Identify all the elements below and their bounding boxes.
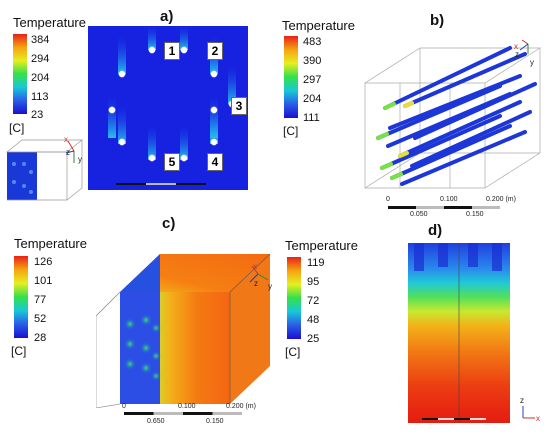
panel-c-scale-100: 0.100	[178, 403, 196, 410]
panel-a-axis-z: z	[66, 148, 70, 157]
panel-d-label: d)	[428, 222, 443, 239]
panel-a-colorbar-title: Temperature	[13, 15, 86, 30]
panel-a-colorbar	[13, 34, 27, 114]
panel-c-right-tick-1: 95	[307, 276, 320, 288]
panel-c-box-temperature-view	[96, 253, 271, 408]
panel-b-scale-bar	[388, 206, 500, 209]
panel-b-tick-1: 390	[303, 55, 322, 67]
panel-a-tick-1: 294	[31, 53, 50, 65]
panel-a-axis-y: y	[78, 155, 82, 164]
panel-b-tick-2: 297	[303, 74, 322, 86]
panel-a-axis-x: x	[64, 135, 68, 144]
panel-c-left-tick-3: 52	[34, 313, 47, 325]
panel-b-scale-150: 0.150	[466, 211, 484, 218]
panel-a-context-box	[6, 139, 83, 201]
panel-a-tick-2: 204	[31, 72, 50, 84]
panel-b-label: b)	[430, 12, 445, 29]
panel-c-scale-650: 0.650	[147, 418, 165, 425]
panel-c-left-tick-2: 77	[34, 294, 47, 306]
panel-c-axis-z: z	[254, 279, 258, 288]
heater-label-1: 1	[164, 42, 180, 60]
panel-b-scale-100: 0.100	[440, 196, 458, 203]
panel-a-tick-4: 23	[31, 109, 44, 121]
panel-b-scale-050: 0.050	[410, 211, 428, 218]
panel-b-scale-200: 0.200 (m)	[486, 196, 516, 203]
panel-d-axis-z: z	[520, 396, 524, 405]
panel-c-axis-y: y	[268, 282, 272, 291]
panel-d-temperature-field	[408, 243, 510, 423]
heater-label-4: 4	[207, 153, 223, 171]
panel-b-colorbar-title: Temperature	[282, 18, 355, 33]
panel-c-scale-0: 0	[122, 403, 126, 410]
panel-a-label: a)	[160, 8, 174, 25]
panel-b-axis-y: y	[530, 58, 534, 67]
panel-c-right-tick-3: 48	[307, 314, 320, 326]
panel-c-right-colorbar-unit: [C]	[285, 345, 301, 359]
panel-c-right-tick-4: 25	[307, 333, 320, 345]
panel-a-tick-3: 113	[31, 91, 49, 103]
panel-c-left-colorbar-title: Temperature	[14, 236, 87, 251]
panel-b-heater-rods-view	[363, 39, 542, 189]
panel-c-left-colorbar	[14, 256, 28, 338]
panel-d-axis-x: x	[536, 414, 540, 423]
panel-c-left-colorbar-unit: [C]	[11, 344, 27, 358]
panel-c-left-tick-4: 28	[34, 332, 47, 344]
panel-b-tick-0: 483	[303, 36, 322, 48]
panel-c-right-tick-2: 72	[307, 295, 320, 307]
panel-d-axis-triad	[522, 406, 535, 419]
panel-b-colorbar-unit: [C]	[283, 124, 299, 138]
panel-a-colorbar-unit: [C]	[9, 121, 25, 135]
panel-c-scale-200: 0.200 (m)	[226, 403, 256, 410]
panel-c-right-colorbar-title: Temperature	[285, 238, 358, 253]
heater-label-3: 3	[231, 97, 247, 115]
panel-b-colorbar	[284, 36, 298, 118]
heater-label-5: 5	[164, 153, 180, 171]
panel-c-left-tick-1: 101	[34, 275, 53, 287]
panel-c-axis-x: x	[253, 262, 257, 271]
panel-b-tick-3: 204	[303, 93, 322, 105]
panel-b-tick-4: 111	[303, 112, 320, 124]
panel-c-label: c)	[162, 215, 176, 232]
panel-a-axis-triad	[65, 140, 75, 163]
panel-c-right-colorbar	[287, 257, 301, 339]
panel-c-scale-150: 0.150	[206, 418, 224, 425]
heater-label-2: 2	[207, 42, 223, 60]
panel-b-scale-0: 0	[386, 196, 390, 203]
panel-b-axis-x: x	[514, 42, 518, 51]
panel-c-scale-bar	[124, 412, 242, 415]
panel-c-right-tick-0: 119	[307, 257, 325, 269]
panel-b-axis-z: z	[515, 50, 519, 59]
panel-a-tick-0: 384	[31, 34, 50, 46]
panel-c-left-tick-0: 126	[34, 256, 53, 268]
